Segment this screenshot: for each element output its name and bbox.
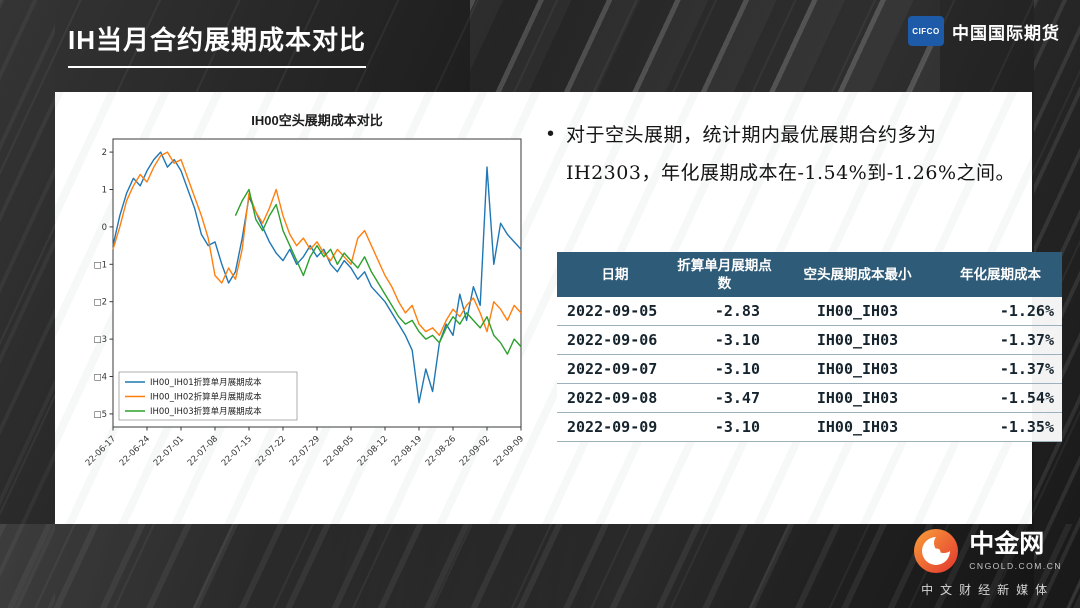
svg-text:□3: □3	[94, 335, 107, 345]
cngold-name: 中金网	[969, 529, 1045, 558]
table-cell: -1.37%	[939, 354, 1062, 385]
table-cell: -1.54%	[939, 383, 1062, 414]
bullet-text: 对于空头展期，统计期内最优展期合约多为 IH2303，年化展期成本在-1.54%…	[566, 116, 1015, 192]
table-cell: 2022-09-07	[557, 354, 673, 385]
table-cell: IH00_IH03	[776, 297, 939, 327]
table-cell: -1.26%	[939, 297, 1062, 327]
rollover-cost-line-chart: 210□1□2□3□4□522-06-17 22-06-24 22-07-01 22-…	[85, 138, 526, 468]
cifco-brand-name: 中国国际期货	[952, 23, 1060, 43]
svg-text:□2: □2	[94, 298, 107, 308]
svg-text:22-08-19: 22-08-19	[390, 434, 424, 468]
svg-text:IH00_IH03折算单月展期成本: IH00_IH03折算单月展期成本	[150, 406, 262, 417]
table-cell: -3.10	[673, 325, 776, 356]
svg-text:IH00_IH02折算单月展期成本: IH00_IH02折算单月展期成本	[150, 392, 262, 403]
column-header: 空头展期成本最小	[776, 252, 939, 298]
cngold-logo-icon	[914, 529, 959, 573]
background-texture-top	[470, 0, 940, 92]
cngold-text-block: 中金网 CNGOLD.COM.CN	[969, 529, 1062, 571]
cifco-logo-icon: CIFCO	[908, 16, 944, 46]
bullet-line-1: 对于空头展期，统计期内最优展期合约多为	[566, 124, 937, 146]
svg-text:IH00_IH01折算单月展期成本: IH00_IH01折算单月展期成本	[150, 377, 262, 388]
svg-text:1: 1	[102, 185, 107, 195]
table-cell: 2022-09-09	[557, 412, 673, 443]
table-cell: IH00_IH03	[776, 354, 939, 385]
cngold-tagline: 中文财经新媒体	[921, 583, 1055, 597]
svg-text:22-07-22: 22-07-22	[254, 434, 288, 468]
background-texture-left	[0, 0, 55, 608]
svg-text:22-06-17: 22-06-17	[85, 434, 118, 468]
table-row: 2022-09-05 -2.83 IH00_IH03 -1.26%	[557, 297, 1062, 327]
table-cell: 2022-09-05	[557, 297, 673, 327]
svg-text:□5: □5	[94, 410, 107, 420]
chart-title: IH00空头展期成本对比	[251, 113, 383, 128]
table-cell: IH00_IH03	[776, 383, 939, 414]
svg-text:22-09-09: 22-09-09	[492, 434, 526, 468]
table-cell: -1.35%	[939, 412, 1062, 443]
table-cell: 2022-09-08	[557, 383, 673, 414]
svg-text:0: 0	[102, 223, 107, 233]
cifco-brand: CIFCO 中国国际期货	[908, 16, 1060, 46]
cngold-brand: 中金网 CNGOLD.COM.CN 中文财经新媒体	[913, 528, 1062, 598]
table-body: 2022-09-05 -2.83 IH00_IH03 -1.26% 2022-09-06…	[557, 297, 1062, 443]
bullet-marker: •	[547, 123, 555, 145]
table-cell: -2.83	[673, 297, 776, 327]
table-row: 2022-09-09 -3.10 IH00_IH03 -1.35%	[557, 412, 1062, 443]
svg-text:□4: □4	[94, 373, 107, 383]
table-row: 2022-09-08 -3.47 IH00_IH03 -1.54%	[557, 383, 1062, 414]
svg-text:22-08-12: 22-08-12	[356, 434, 390, 468]
chart-card: IH00空头展期成本对比 2 1 0 □1 □2 □3 □4 □5 22-06-17 22-06-…	[85, 110, 537, 483]
svg-text:22-08-26: 22-08-26	[424, 434, 458, 468]
table-row: 2022-09-06 -3.10 IH00_IH03 -1.37%	[557, 325, 1062, 356]
table-cell: -3.10	[673, 354, 776, 385]
table-cell: 2022-09-06	[557, 325, 673, 356]
bullet-point: • 对于空头展期，统计期内最优展期合约多为 IH2303，年化展期成本在-1.5…	[547, 116, 1025, 192]
table-cell: -3.47	[673, 383, 776, 414]
table-header-row: 日期 折算单月展期点数 空头展期成本最小 年化展期成本	[557, 252, 1062, 298]
table-cell: IH00_IH03	[776, 325, 939, 356]
svg-text:22-07-15: 22-07-15	[220, 434, 254, 468]
content-panel: IH00空头展期成本对比 2 1 0 □1 □2 □3 □4 □5 22-06-17 22-06-…	[55, 92, 1062, 524]
bullet-line-2: IH2303，年化展期成本在-1.54%到-1.26%之间。	[566, 162, 1016, 184]
svg-text:22-06-24: 22-06-24	[118, 434, 152, 468]
page-title: IH当月合约展期成本对比	[68, 20, 367, 68]
svg-text:22-09-02: 22-09-02	[458, 434, 492, 468]
column-header: 折算单月展期点数	[673, 252, 776, 298]
cngold-logo-row: 中金网 CNGOLD.COM.CN	[913, 528, 1062, 574]
svg-text:22-07-08: 22-07-08	[186, 434, 220, 468]
svg-text:2: 2	[102, 148, 107, 158]
cngold-domain: CNGOLD.COM.CN	[969, 560, 1062, 571]
svg-text:22-07-01: 22-07-01	[152, 434, 186, 468]
svg-text:22-08-05: 22-08-05	[322, 434, 356, 468]
svg-text:22-07-29: 22-07-29	[288, 434, 322, 468]
svg-text:□1: □1	[94, 260, 107, 270]
rollover-table: 日期 折算单月展期点数 空头展期成本最小 年化展期成本 2022-09-05 -2.83…	[557, 252, 1062, 443]
column-header: 年化展期成本	[939, 252, 1062, 298]
column-header: 日期	[557, 252, 673, 298]
table-row: 2022-09-07 -3.10 IH00_IH03 -1.37%	[557, 354, 1062, 385]
table-cell: -3.10	[673, 412, 776, 443]
table-cell: IH00_IH03	[776, 412, 939, 443]
table-cell: -1.37%	[939, 325, 1062, 356]
